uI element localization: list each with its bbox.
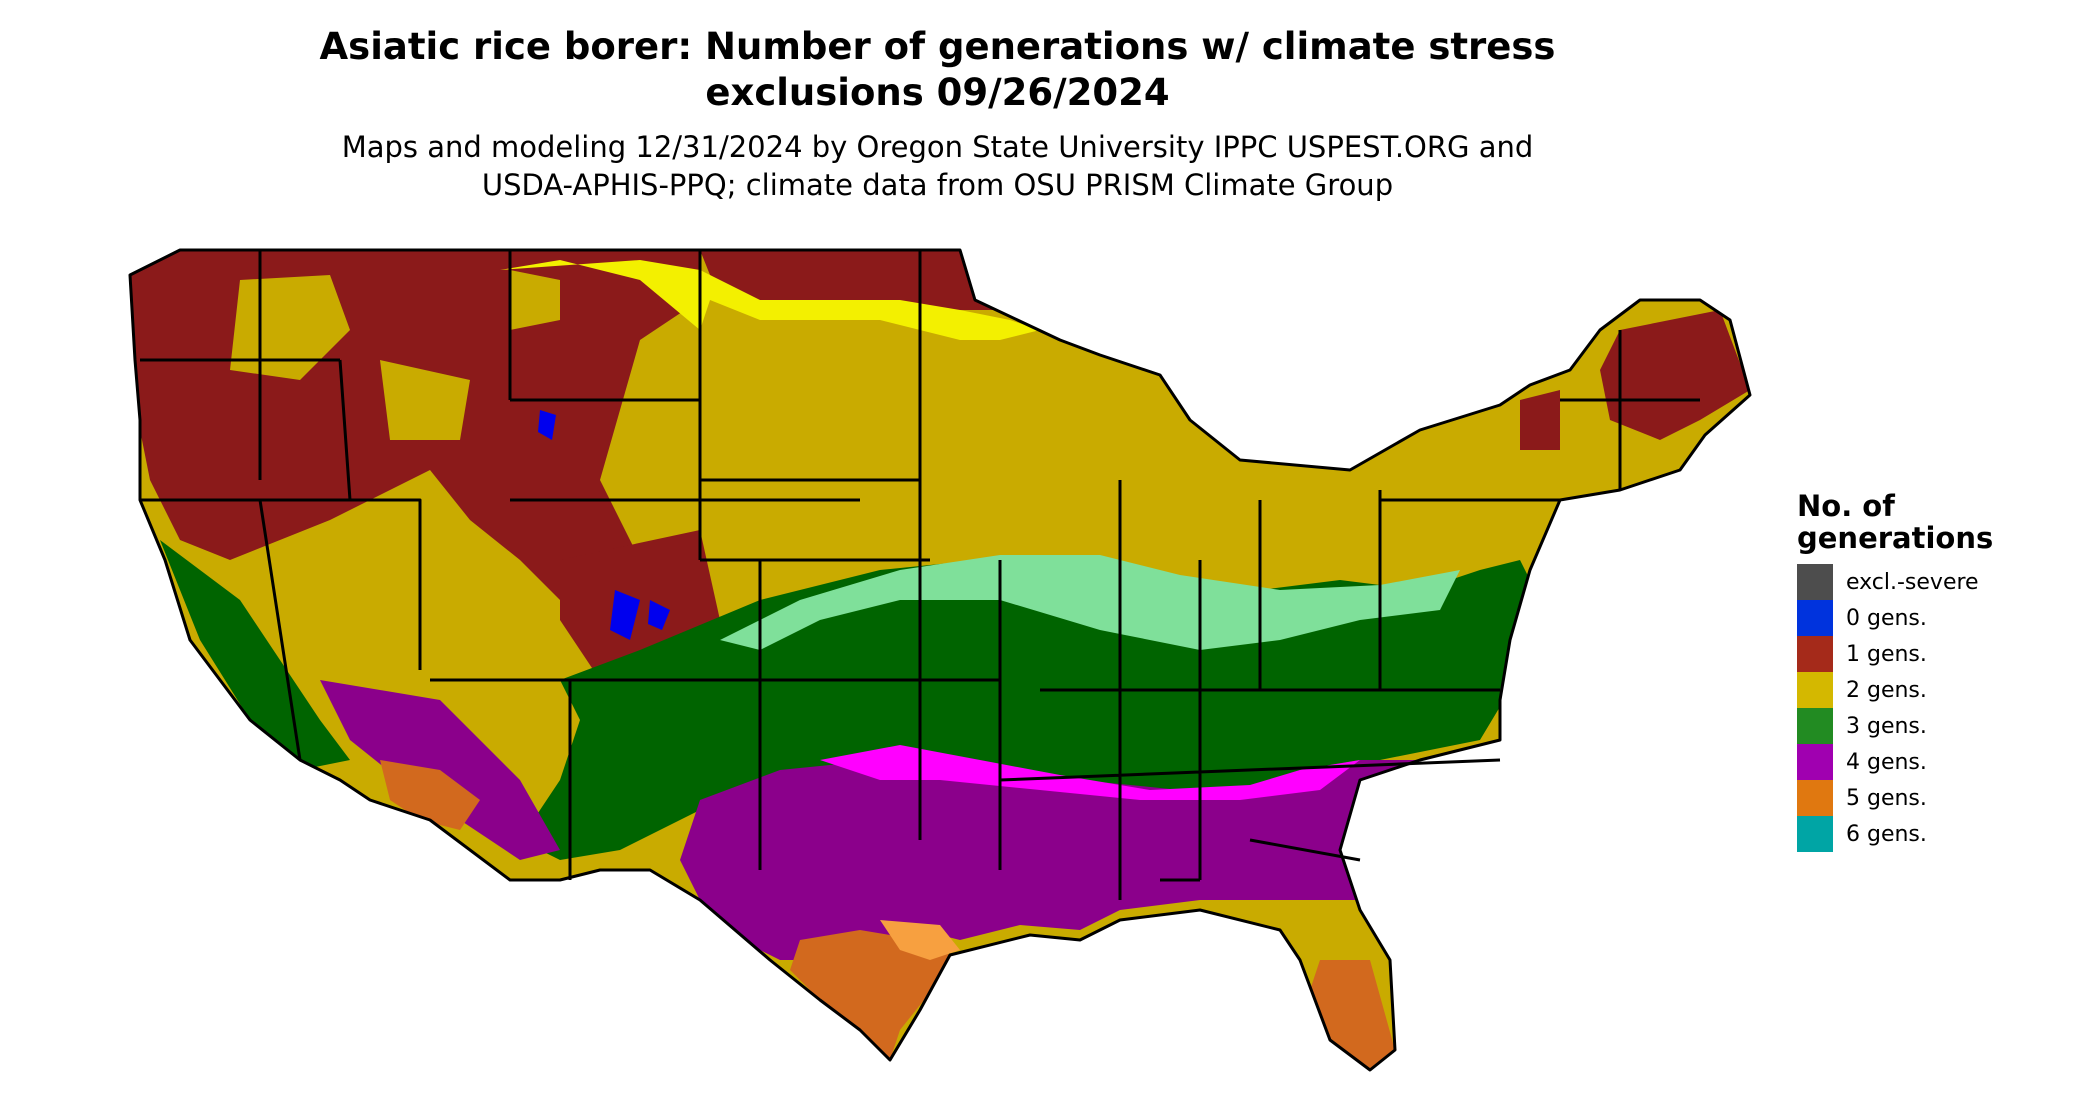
legend-item: excl.-severe [1797, 564, 1993, 600]
us-outline [128, 248, 1752, 1072]
legend-item: 0 gens. [1797, 600, 1993, 636]
legend-swatch [1797, 636, 1833, 672]
legend-item: 4 gens. [1797, 744, 1993, 780]
map-title: Asiatic rice borer: Number of generation… [0, 24, 1875, 116]
map-subtitle-line1: Maps and modeling 12/31/2024 by Oregon S… [341, 130, 1534, 164]
zone-2-gens-idaho-wyoming-patches [230, 270, 560, 440]
legend-swatch [1797, 708, 1833, 744]
legend-list: excl.-severe 0 gens. 1 gens. 2 gens. 3 gens.… [1797, 564, 1993, 852]
legend-label: 6 gens. [1846, 821, 1927, 847]
legend-item: 2 gens. [1797, 672, 1993, 708]
legend-title-line1: No. of [1797, 489, 1895, 523]
legend-swatch [1797, 744, 1833, 780]
zone-5-gens-light-band [880, 920, 960, 960]
legend-label: 0 gens. [1846, 605, 1927, 631]
legend-swatch [1797, 600, 1833, 636]
legend-title: No. of generations [1797, 490, 1993, 554]
legend-item: 6 gens. [1797, 816, 1993, 852]
generation-zones [130, 250, 1750, 1070]
legend-item: 5 gens. [1797, 780, 1993, 816]
legend-label: 4 gens. [1846, 749, 1927, 775]
zone-2-gens-light-band [500, 260, 1040, 340]
legend-label: 5 gens. [1846, 785, 1927, 811]
legend: No. of generations excl.-severe 0 gens. 1 … [1797, 490, 1993, 852]
legend-label: excl.-severe [1846, 569, 1979, 595]
state-borders [128, 248, 1752, 1072]
legend-swatch [1797, 672, 1833, 708]
zone-1-gens-new-england [1520, 310, 1750, 450]
legend-swatch [1797, 816, 1833, 852]
legend-title-line2: generations [1797, 521, 1994, 555]
legend-label: 2 gens. [1846, 677, 1927, 703]
map-subtitle: Maps and modeling 12/31/2024 by Oregon S… [0, 128, 1875, 204]
zone-0-gens-patches [538, 410, 670, 640]
map-title-line1: Asiatic rice borer: Number of generation… [319, 25, 1556, 68]
zone-4-gens-light-band [820, 745, 1360, 800]
legend-swatch [1797, 780, 1833, 816]
map-subtitle-line2: USDA-APHIS-PPQ; climate data from OSU PR… [481, 168, 1394, 202]
zone-3-gens-light-band [720, 555, 1460, 650]
legend-label: 3 gens. [1846, 713, 1927, 739]
zone-4-gens [320, 680, 1420, 960]
map-title-line2: exclusions 09/26/2024 [705, 71, 1170, 114]
legend-item: 3 gens. [1797, 708, 1993, 744]
state-lines [140, 250, 1700, 900]
legend-item: 1 gens. [1797, 636, 1993, 672]
legend-swatch [1797, 564, 1833, 600]
zone-5-gens [380, 760, 1395, 1070]
legend-label: 1 gens. [1846, 641, 1927, 667]
